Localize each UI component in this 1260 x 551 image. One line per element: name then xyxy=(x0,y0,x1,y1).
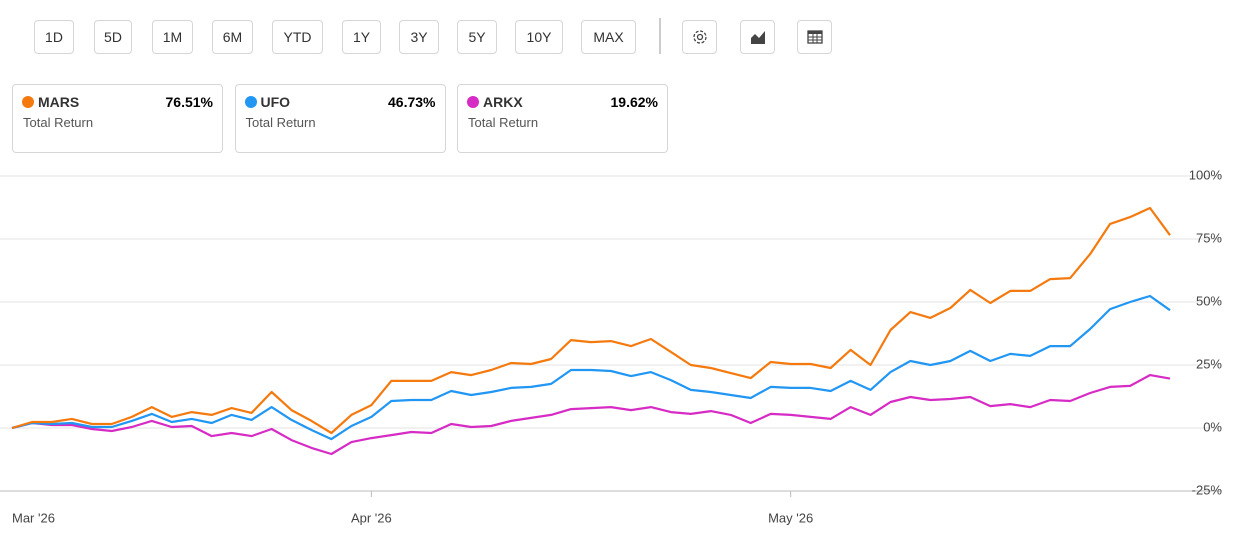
legend-value: 76.51% xyxy=(165,94,213,110)
y-tick-label: 75% xyxy=(1196,230,1222,245)
y-tick-label: 0% xyxy=(1203,419,1222,434)
legend-subtitle: Total Return xyxy=(468,115,539,130)
range-button[interactable]: 5D xyxy=(94,20,132,54)
range-button[interactable]: 10Y xyxy=(515,20,563,54)
table-icon xyxy=(806,30,823,44)
range-button[interactable]: 6M xyxy=(212,20,253,54)
legend-value: 19.62% xyxy=(610,94,658,110)
legend-name: ARKX xyxy=(483,94,523,110)
table-button[interactable] xyxy=(797,20,832,54)
settings-button[interactable] xyxy=(682,20,717,54)
range-button[interactable]: 3Y xyxy=(399,20,439,54)
legend-name: MARS xyxy=(38,94,80,110)
y-tick-label: 50% xyxy=(1196,293,1222,308)
chart-icon xyxy=(750,31,765,44)
legend-card[interactable]: ARKX 19.62% Total Return xyxy=(457,84,668,153)
y-tick-label: 100% xyxy=(1189,167,1223,182)
x-tick-label: May '26 xyxy=(768,510,813,525)
range-button[interactable]: 1M xyxy=(152,20,193,54)
series-line xyxy=(11,206,1171,435)
legend-subtitle: Total Return xyxy=(245,115,316,130)
x-tick-label: Apr '26 xyxy=(351,510,392,525)
y-tick-label: -25% xyxy=(1192,482,1223,497)
settings-icon xyxy=(692,30,707,44)
legend-value: 46.73% xyxy=(388,94,436,110)
series-line xyxy=(11,374,1171,456)
legend-card[interactable]: UFO 46.73% Total Return xyxy=(234,84,446,153)
range-button[interactable]: YTD xyxy=(272,20,323,54)
legend-subtitle: Total Return xyxy=(23,115,94,130)
legend-name: UFO xyxy=(260,94,291,110)
legend-dot xyxy=(22,96,34,108)
series-line xyxy=(11,294,1171,441)
range-button[interactable]: MAX xyxy=(581,20,636,54)
legend-dot xyxy=(244,96,257,108)
chart-type-button[interactable] xyxy=(740,20,775,54)
legend-card[interactable]: MARS 76.51% Total Return xyxy=(12,84,223,153)
range-button[interactable]: 1D xyxy=(34,20,74,54)
toolbar-divider xyxy=(659,18,661,54)
range-button[interactable]: 5Y xyxy=(457,20,497,54)
legend-dot xyxy=(467,96,479,108)
x-tick-label: Mar '26 xyxy=(12,510,55,525)
y-tick-label: 25% xyxy=(1196,356,1222,371)
range-button[interactable]: 1Y xyxy=(342,20,381,54)
